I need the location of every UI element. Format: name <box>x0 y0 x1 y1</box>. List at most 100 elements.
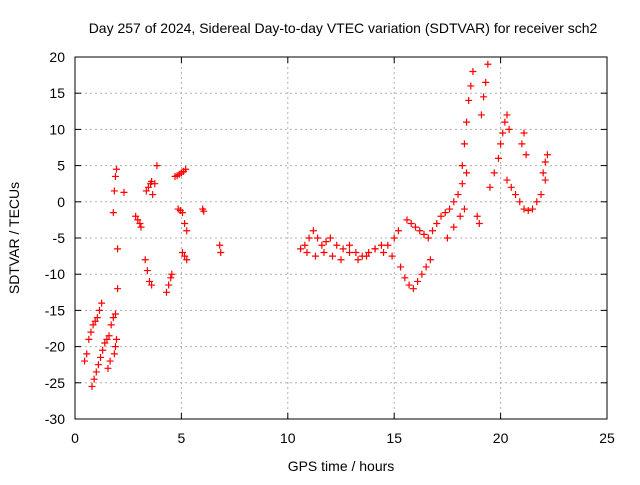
data-point <box>458 180 466 188</box>
data-point <box>354 256 362 264</box>
data-point <box>314 234 322 242</box>
data-point <box>98 299 106 307</box>
data-point <box>104 364 112 372</box>
data-point <box>93 314 101 322</box>
x-tick-label: 25 <box>599 430 615 446</box>
data-point <box>437 212 445 220</box>
y-tick-label: 20 <box>49 49 65 65</box>
data-point <box>467 82 475 90</box>
data-point <box>416 227 424 235</box>
data-point <box>110 350 118 358</box>
grid <box>75 57 607 419</box>
data-point <box>99 346 107 354</box>
data-point <box>443 234 451 242</box>
data-point <box>111 172 119 180</box>
data-point <box>87 328 95 336</box>
data-point <box>529 205 537 213</box>
data-point <box>380 248 388 256</box>
data-point <box>465 96 473 104</box>
data-point <box>112 165 120 173</box>
data-point <box>163 288 171 296</box>
data-point <box>450 198 458 206</box>
data-point <box>178 248 186 256</box>
data-point <box>153 162 161 170</box>
data-point <box>137 223 145 231</box>
y-tick-label: -30 <box>45 411 65 427</box>
data-point <box>318 241 326 249</box>
data-point <box>216 241 224 249</box>
data-point <box>109 314 117 322</box>
data-point <box>494 154 502 162</box>
data-point <box>501 118 509 126</box>
data-point <box>484 60 492 68</box>
y-tick-label: 0 <box>57 194 65 210</box>
data-point <box>539 169 547 177</box>
y-tick-label: -5 <box>53 230 66 246</box>
data-point <box>134 216 142 224</box>
data-point <box>407 220 415 228</box>
data-point <box>414 277 422 285</box>
data-point <box>114 285 122 293</box>
data-point <box>418 270 426 278</box>
data-point <box>144 183 152 191</box>
data-point <box>107 321 115 329</box>
y-tick-label: -10 <box>45 266 65 282</box>
data-point <box>320 248 328 256</box>
data-point <box>520 129 528 137</box>
y-tick-label: 10 <box>49 121 65 137</box>
data-points <box>81 60 551 390</box>
data-point <box>303 248 311 256</box>
data-point <box>371 245 379 253</box>
data-point <box>363 252 371 260</box>
data-point <box>305 234 313 242</box>
data-point <box>103 335 111 343</box>
data-point <box>181 252 189 260</box>
data-point <box>516 198 524 206</box>
data-point <box>522 151 530 159</box>
data-point <box>83 350 91 358</box>
data-point <box>301 241 309 249</box>
data-point <box>490 169 498 177</box>
x-tick-label: 20 <box>493 430 509 446</box>
data-point <box>311 252 319 260</box>
data-point <box>397 263 405 271</box>
data-point <box>148 281 156 289</box>
data-point <box>183 227 191 235</box>
data-point <box>390 234 398 242</box>
data-point <box>81 357 89 365</box>
data-point <box>105 332 113 340</box>
data-point <box>149 191 157 199</box>
x-tick-label: 0 <box>71 430 79 446</box>
data-point <box>328 252 336 260</box>
data-point <box>106 357 114 365</box>
data-point <box>524 206 532 214</box>
data-point <box>92 368 100 376</box>
data-point <box>377 241 385 249</box>
data-point <box>384 241 392 249</box>
data-point <box>497 140 505 148</box>
data-point <box>411 223 419 231</box>
data-point <box>148 178 156 186</box>
data-point <box>333 241 341 249</box>
data-point <box>507 183 515 191</box>
data-point <box>168 270 176 278</box>
data-point <box>145 277 153 285</box>
data-point <box>352 248 360 256</box>
data-point <box>88 382 96 390</box>
data-point <box>309 227 317 235</box>
data-point <box>429 227 437 235</box>
data-point <box>89 321 97 329</box>
data-point <box>482 78 490 86</box>
data-point <box>217 248 225 256</box>
data-point <box>114 245 122 253</box>
data-point <box>112 335 120 343</box>
data-point <box>401 274 409 282</box>
data-point <box>405 281 413 289</box>
data-point <box>463 118 471 126</box>
chart-title: Day 257 of 2024, Sidereal Day-to-day VTE… <box>89 20 598 36</box>
y-tick-label: 5 <box>57 158 65 174</box>
data-point <box>339 245 347 253</box>
data-point <box>433 220 441 228</box>
